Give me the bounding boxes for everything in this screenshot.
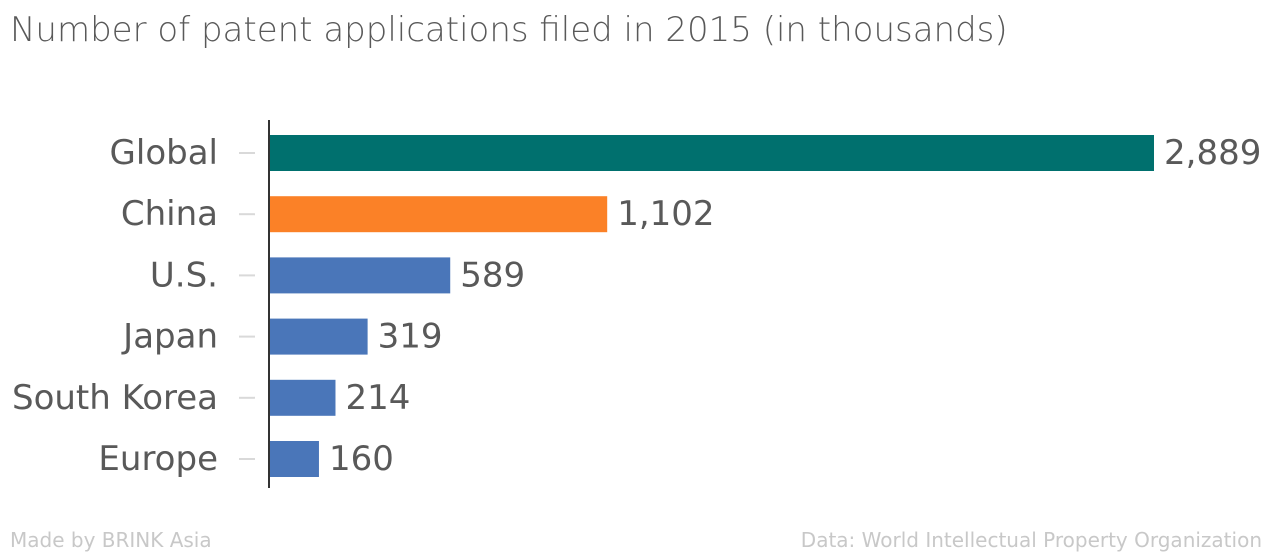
category-label-japan: Japan bbox=[121, 317, 218, 357]
value-label-u-s: 589 bbox=[460, 255, 525, 295]
category-label-south-korea: South Korea bbox=[12, 378, 218, 418]
data-source-credit: Data: World Intellectual Property Organi… bbox=[800, 528, 1262, 552]
value-label-china: 1,102 bbox=[617, 194, 714, 234]
category-axis-ticks bbox=[239, 152, 255, 460]
bars bbox=[270, 135, 1154, 477]
category-label-u-s: U.S. bbox=[150, 255, 218, 295]
category-label-europe: Europe bbox=[98, 439, 218, 479]
value-label-south-korea: 214 bbox=[345, 378, 410, 418]
category-axis-labels: Global China U.S. Japan South Korea Europe bbox=[12, 133, 218, 479]
value-label-japan: 319 bbox=[378, 317, 443, 357]
bar-u-s bbox=[270, 257, 451, 294]
value-label-global: 2,889 bbox=[1164, 133, 1261, 173]
bar-global bbox=[270, 135, 1154, 171]
value-labels: 2,889 1,102 589 319 214 160 bbox=[329, 133, 1261, 479]
bar-china bbox=[270, 196, 608, 233]
made-by-credit: Made by BRINK Asia bbox=[10, 528, 212, 552]
bar-japan bbox=[270, 318, 368, 355]
chart-title: Number of patent applications filed in 2… bbox=[10, 10, 1008, 50]
bar-south-korea bbox=[270, 379, 336, 416]
category-label-global: Global bbox=[110, 133, 218, 173]
bar-europe bbox=[270, 441, 319, 477]
category-label-china: China bbox=[121, 194, 218, 234]
value-label-europe: 160 bbox=[329, 439, 394, 479]
